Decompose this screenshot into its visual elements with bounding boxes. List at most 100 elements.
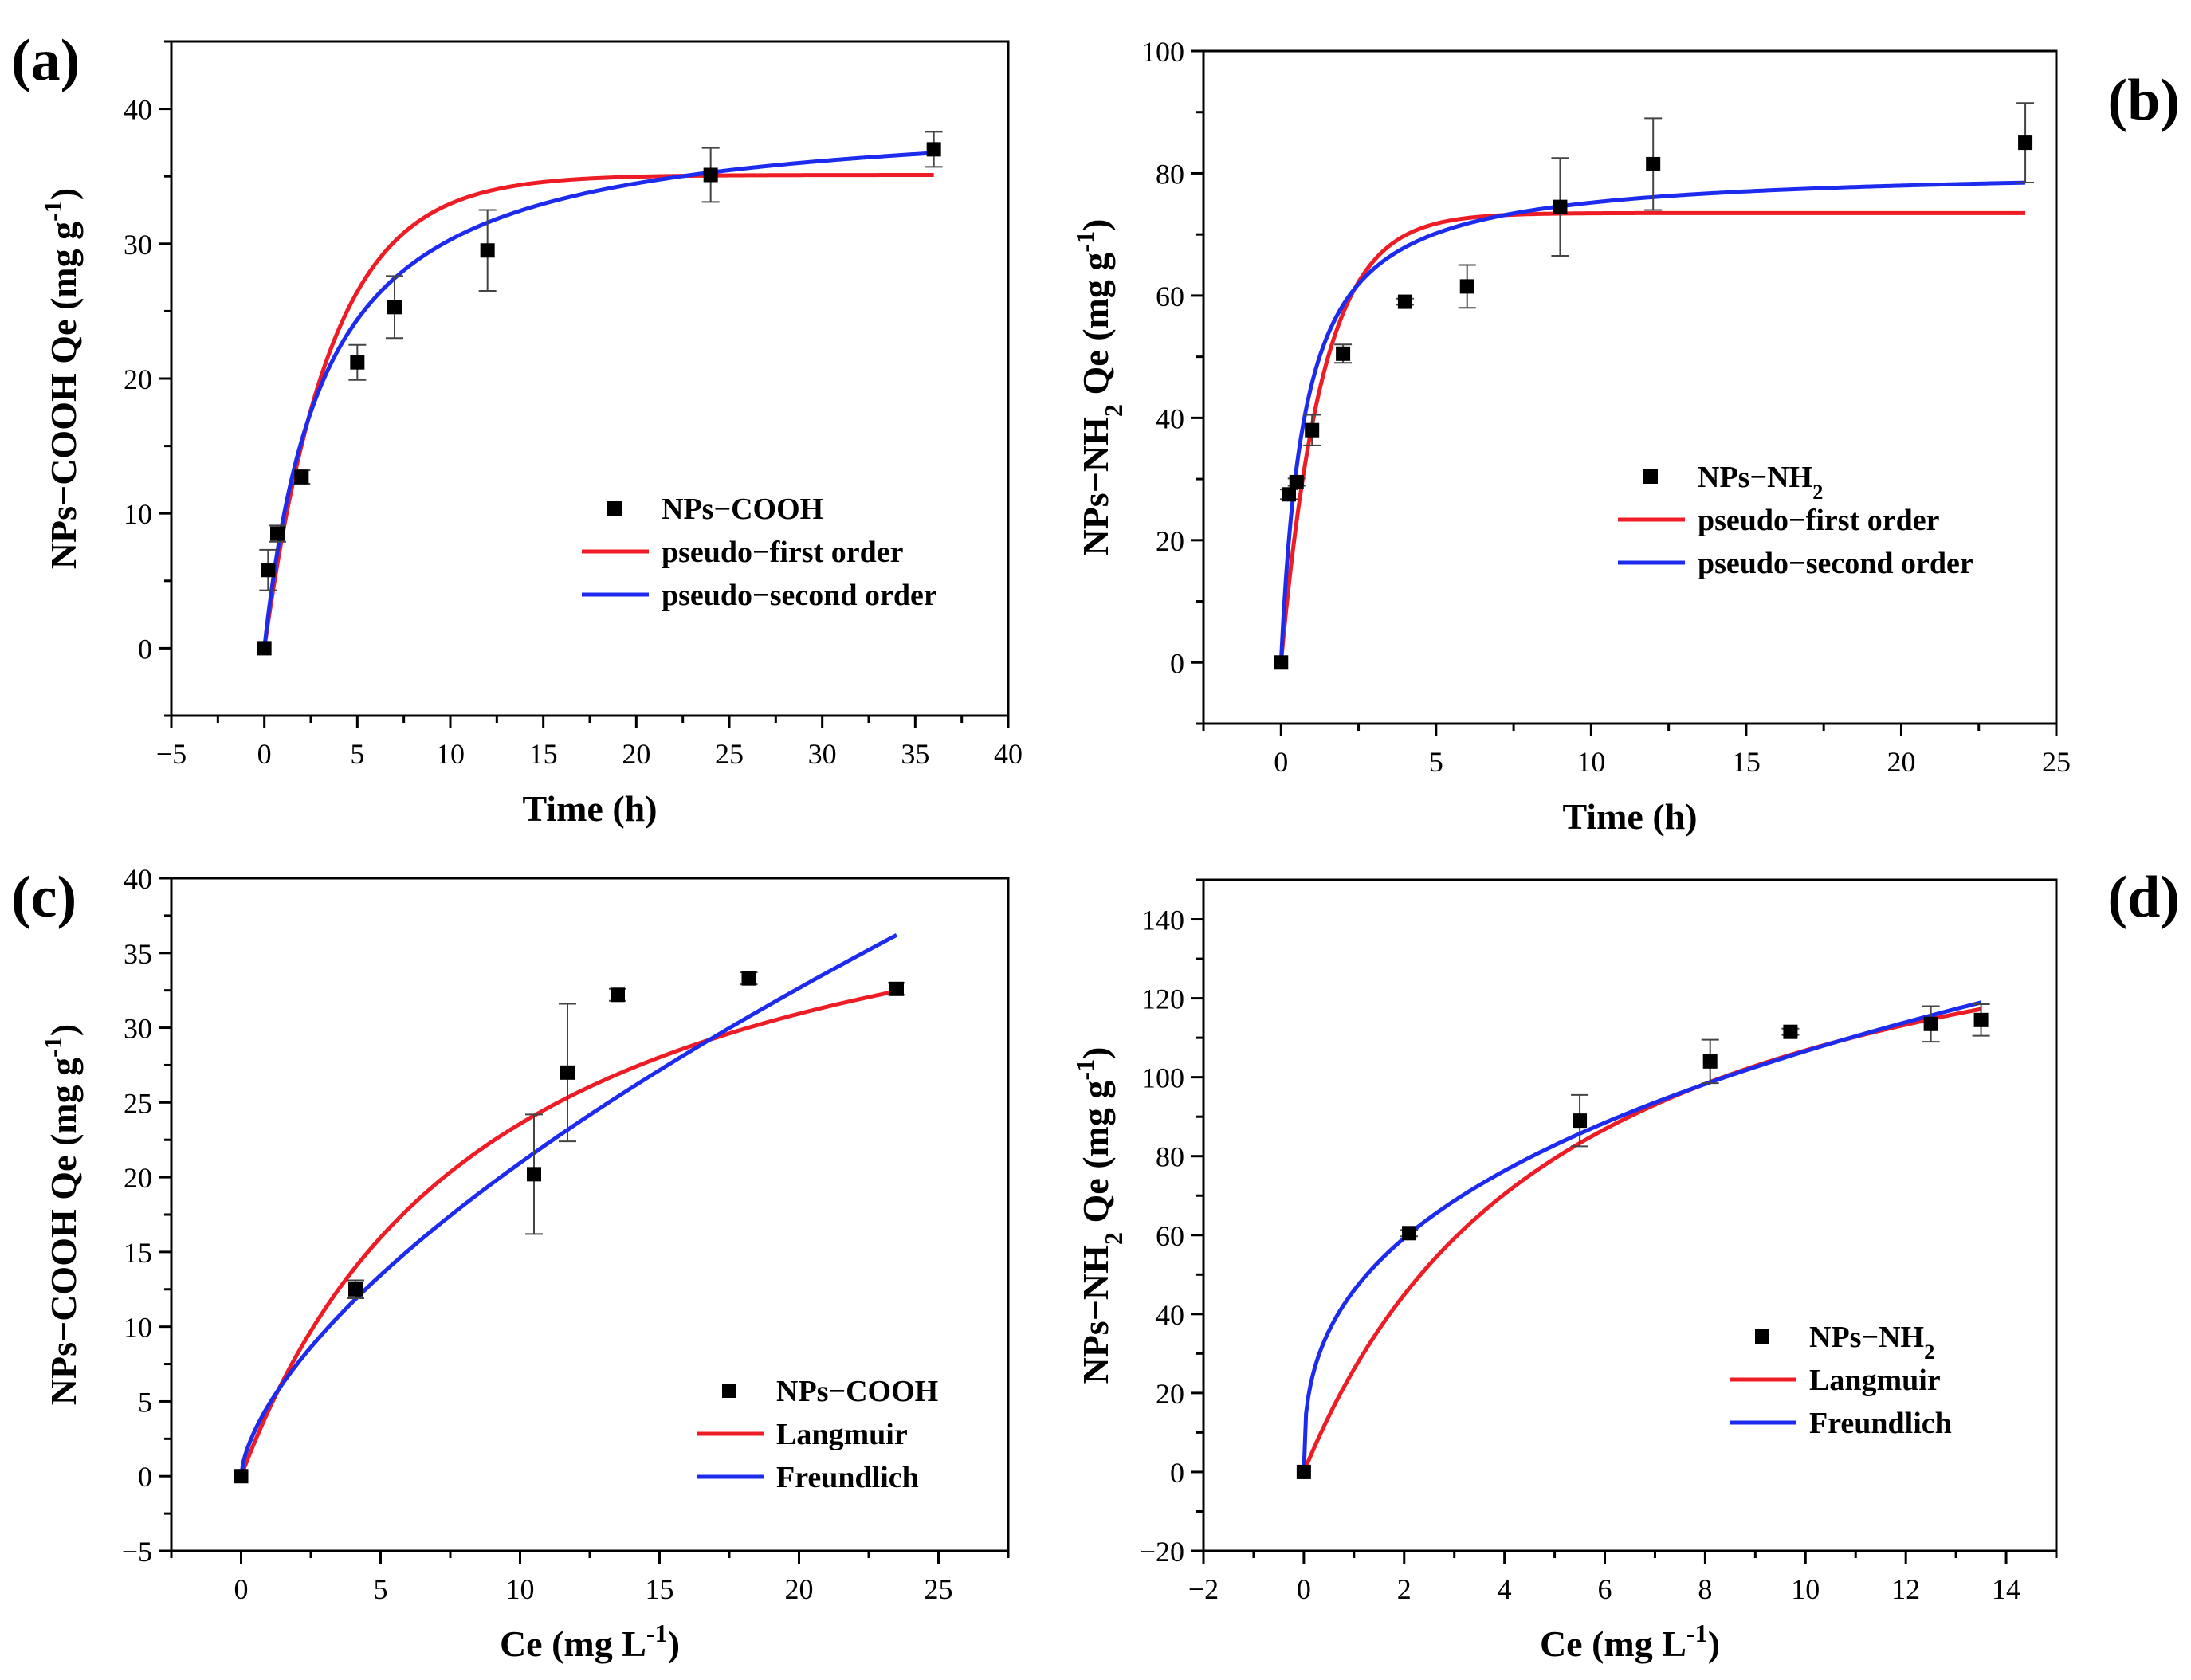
panel-label: (c): [11, 865, 77, 930]
legend-marker: [1643, 469, 1658, 484]
legend-label: Freundlich: [776, 1461, 919, 1494]
x-tick-label: 10: [506, 1573, 535, 1605]
data-point: [1336, 346, 1351, 361]
y-tick-label: 60: [1156, 1220, 1184, 1252]
plot-frame: [1202, 49, 2058, 725]
x-axis-title: Time (h): [522, 788, 657, 829]
data-point: [1553, 199, 1568, 214]
x-tick-label: 15: [1732, 746, 1761, 778]
y-tick-label: 35: [124, 938, 152, 970]
legend-label: Langmuir: [1809, 1364, 1941, 1397]
data-point: [1402, 1226, 1417, 1241]
legend-marker: [722, 1384, 736, 1398]
series-curve-freundlich: [239, 933, 898, 1477]
data-point: [480, 243, 495, 258]
x-tick-label: 8: [1698, 1573, 1712, 1605]
data-point: [926, 142, 941, 157]
series-curve-pso: [262, 151, 934, 649]
data-point: [294, 469, 309, 485]
data-point: [234, 1469, 249, 1484]
series-curve-freundlich: [1302, 1000, 1982, 1473]
data-point: [889, 981, 904, 996]
data-point: [1702, 1054, 1718, 1069]
legend-label: Langmuir: [776, 1418, 908, 1451]
y-tick-label: 60: [1156, 281, 1184, 312]
data-point: [1274, 655, 1289, 670]
x-tick-label: 0: [234, 1573, 249, 1605]
y-tick-label: 20: [1156, 525, 1184, 557]
data-point: [1459, 279, 1474, 294]
y-tick-label: 5: [138, 1386, 152, 1418]
series-curve-pfo: [262, 173, 934, 649]
x-tick-label: 20: [622, 738, 650, 770]
legend-label: pseudo−second order: [662, 579, 937, 612]
data-point: [611, 987, 625, 1003]
y-axis-title: NPs−NH2 Qe (mg g-1): [1070, 1046, 1128, 1384]
legend-label: pseudo−second order: [1698, 547, 1973, 580]
y-tick-label: 0: [1170, 647, 1184, 679]
y-tick-label: −20: [1140, 1536, 1184, 1568]
y-tick-label: 40: [1156, 402, 1184, 434]
y-tick-label: 30: [124, 229, 152, 261]
y-tick-label: 80: [1156, 1141, 1184, 1173]
panel-label: (a): [11, 28, 80, 93]
data-point: [1973, 1012, 1989, 1027]
y-tick-label: −5: [122, 1536, 152, 1568]
data-point: [1282, 487, 1296, 502]
chart-panel-a: −5 0 5 10 15 20 25 30 35 40 0 10 20 30 40 Time (h) NPs−C…: [11, 28, 1023, 829]
y-tick-label: 10: [124, 1312, 152, 1344]
legend-label: Freundlich: [1809, 1407, 1952, 1440]
legend-marker: [1755, 1329, 1769, 1344]
data-point: [1783, 1024, 1798, 1039]
x-tick-label: 4: [1498, 1573, 1512, 1605]
legend-label: NPs−COOH: [776, 1375, 938, 1408]
y-tick-label: 0: [1170, 1457, 1184, 1489]
y-tick-label: 0: [138, 633, 152, 665]
plot-frame: [170, 40, 1010, 717]
x-tick-label: 0: [1274, 746, 1288, 778]
x-tick-label: −2: [1188, 1573, 1219, 1605]
y-axis-title: NPs−COOH Qe (mg g-1): [38, 188, 84, 569]
legend-label: NPs−COOH: [662, 493, 823, 526]
x-tick-label: 6: [1598, 1573, 1612, 1605]
y-tick-label: 20: [124, 1162, 152, 1194]
data-point: [257, 641, 272, 656]
panel-label: (d): [2108, 865, 2180, 930]
x-tick-label: 14: [1992, 1573, 2020, 1605]
y-axis-title: NPs−NH2 Qe (mg g-1): [1070, 218, 1128, 555]
legend: NPs−COOH Langmuir Freundlich: [697, 1375, 938, 1494]
data-point: [560, 1065, 575, 1080]
data-point: [1923, 1016, 1938, 1031]
y-tick-label: 40: [124, 863, 152, 895]
data-point: [1305, 422, 1320, 438]
x-tick-label: 40: [994, 738, 1023, 770]
y-tick-label: 120: [1141, 983, 1184, 1015]
x-tick-label: −5: [156, 738, 187, 770]
y-tick-label: 100: [1141, 36, 1184, 68]
data-point: [348, 1282, 363, 1297]
y-tick-label: 40: [124, 94, 152, 126]
y-tick-label: 100: [1141, 1062, 1184, 1094]
x-tick-label: 10: [436, 738, 465, 770]
series-curve-langmuir: [239, 989, 897, 1478]
data-point: [703, 167, 718, 183]
y-tick-label: 15: [124, 1237, 152, 1269]
legend-label: pseudo−first order: [662, 536, 904, 569]
legend-label: NPs−NH2: [1698, 461, 1823, 504]
y-tick-label: 140: [1141, 905, 1184, 936]
x-tick-label: 5: [350, 738, 364, 770]
data-point: [387, 300, 402, 315]
y-tick-label: 30: [124, 1013, 152, 1045]
x-tick-label: 2: [1397, 1573, 1412, 1605]
data-point: [1296, 1464, 1311, 1479]
x-tick-label: 0: [1297, 1573, 1311, 1605]
y-tick-label: 40: [1156, 1299, 1184, 1331]
plot-frame: [1202, 878, 2058, 1552]
y-tick-label: 20: [1156, 1378, 1184, 1410]
chart-panel-b: 0 5 10 15 20 25 0 20 40 60 80 100 Time (h) NPs−NH2 Qe…: [1070, 36, 2180, 837]
panel-label: (b): [2108, 68, 2180, 133]
x-tick-label: 5: [374, 1573, 388, 1605]
x-tick-label: 20: [1887, 746, 1915, 778]
